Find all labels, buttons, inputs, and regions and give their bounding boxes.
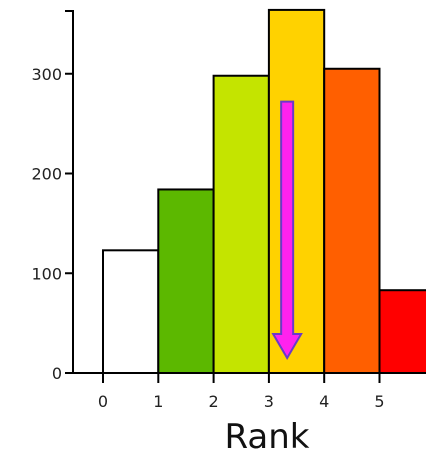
y-tick-label: 300	[31, 65, 62, 84]
x-tick-label: 4	[319, 392, 329, 411]
x-tick-label: 5	[374, 392, 384, 411]
bar-rank-3	[267, 8, 326, 374]
bar-rank-2	[212, 74, 270, 375]
bar-rank-0	[102, 249, 160, 374]
x-axis-title: Rank	[225, 417, 310, 457]
arrow-annotation-group	[271, 100, 303, 361]
y-tick-label: 100	[31, 264, 62, 283]
y-ticks-group: 0 100 200 300	[31, 10, 73, 383]
bars-group	[102, 8, 426, 375]
axes-group	[72, 10, 426, 374]
bar-rank-5	[378, 289, 426, 374]
x-tick-label: 2	[209, 392, 219, 411]
bar-rank-4	[323, 67, 381, 374]
y-tick-label: 0	[52, 364, 62, 383]
bar-rank-1	[157, 188, 215, 374]
x-ticks-group: 0 1 2 3 4 5	[98, 373, 385, 411]
x-tick-label: 1	[153, 392, 163, 411]
down-arrow	[271, 100, 303, 361]
x-tick-label: 0	[98, 392, 108, 411]
y-tick-label: 200	[31, 165, 62, 184]
x-tick-label: 3	[264, 392, 274, 411]
